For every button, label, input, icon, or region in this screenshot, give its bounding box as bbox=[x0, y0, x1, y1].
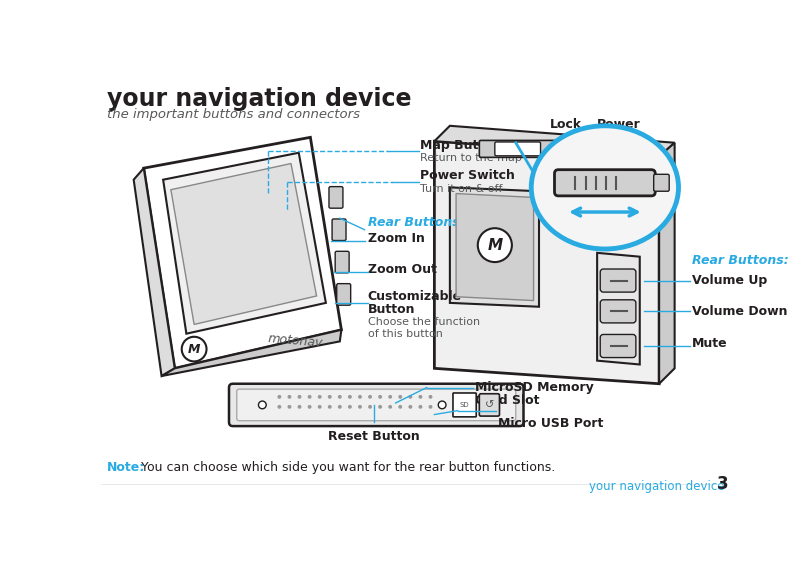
Circle shape bbox=[338, 395, 341, 399]
Circle shape bbox=[338, 405, 341, 409]
Circle shape bbox=[348, 405, 352, 409]
FancyBboxPatch shape bbox=[554, 170, 655, 196]
Text: Zoom In: Zoom In bbox=[368, 232, 425, 246]
Circle shape bbox=[307, 405, 311, 409]
Text: You can choose which side you want for the rear button functions.: You can choose which side you want for t… bbox=[137, 461, 555, 474]
Circle shape bbox=[277, 405, 282, 409]
Text: Button: Button bbox=[368, 303, 415, 316]
Circle shape bbox=[368, 405, 372, 409]
Circle shape bbox=[328, 405, 332, 409]
Circle shape bbox=[328, 395, 332, 399]
Circle shape bbox=[429, 405, 433, 409]
Text: your navigation device: your navigation device bbox=[108, 87, 412, 111]
Polygon shape bbox=[133, 168, 175, 376]
Polygon shape bbox=[163, 153, 326, 334]
Polygon shape bbox=[597, 253, 640, 365]
FancyBboxPatch shape bbox=[453, 393, 477, 417]
Text: Map Button: Map Button bbox=[421, 138, 502, 151]
FancyBboxPatch shape bbox=[600, 300, 636, 323]
FancyBboxPatch shape bbox=[600, 335, 636, 358]
FancyBboxPatch shape bbox=[329, 187, 343, 208]
FancyBboxPatch shape bbox=[229, 384, 523, 426]
Text: of this button: of this button bbox=[368, 329, 443, 338]
Circle shape bbox=[409, 395, 413, 399]
Text: MicroSD Memory: MicroSD Memory bbox=[475, 381, 594, 394]
Circle shape bbox=[398, 395, 402, 399]
Text: M: M bbox=[487, 238, 502, 253]
Circle shape bbox=[298, 405, 302, 409]
Circle shape bbox=[478, 228, 512, 262]
Text: Choose the function: Choose the function bbox=[368, 317, 480, 327]
Circle shape bbox=[388, 405, 392, 409]
FancyBboxPatch shape bbox=[479, 393, 499, 416]
Text: Note:: Note: bbox=[108, 461, 146, 474]
Circle shape bbox=[378, 395, 382, 399]
Circle shape bbox=[258, 401, 266, 409]
FancyBboxPatch shape bbox=[332, 219, 346, 240]
Ellipse shape bbox=[532, 126, 679, 249]
FancyBboxPatch shape bbox=[495, 142, 540, 156]
Polygon shape bbox=[450, 187, 539, 307]
Circle shape bbox=[429, 395, 433, 399]
Bar bbox=[566, 145, 582, 156]
Circle shape bbox=[348, 395, 352, 399]
Text: Volume Down: Volume Down bbox=[692, 305, 787, 318]
Circle shape bbox=[298, 395, 302, 399]
Circle shape bbox=[388, 395, 392, 399]
Circle shape bbox=[287, 395, 291, 399]
Polygon shape bbox=[162, 330, 341, 376]
Text: Reset Button: Reset Button bbox=[328, 430, 420, 443]
Text: your navigation device: your navigation device bbox=[590, 480, 725, 493]
Text: Zoom Out: Zoom Out bbox=[368, 263, 437, 276]
Circle shape bbox=[438, 401, 446, 409]
Text: Micro USB Port: Micro USB Port bbox=[498, 417, 604, 430]
Polygon shape bbox=[456, 193, 534, 301]
Text: Rear Buttons:: Rear Buttons: bbox=[368, 215, 464, 229]
Text: Mute: Mute bbox=[692, 337, 727, 350]
Circle shape bbox=[307, 395, 311, 399]
Text: Lock: Lock bbox=[550, 118, 582, 131]
Circle shape bbox=[358, 405, 362, 409]
Polygon shape bbox=[659, 143, 675, 384]
Text: Power Switch: Power Switch bbox=[421, 170, 515, 183]
Polygon shape bbox=[434, 141, 659, 384]
Text: 3: 3 bbox=[718, 475, 729, 493]
Circle shape bbox=[418, 405, 422, 409]
Text: Volume Up: Volume Up bbox=[692, 274, 767, 287]
Text: motonav: motonav bbox=[268, 332, 324, 350]
FancyBboxPatch shape bbox=[335, 251, 349, 273]
Circle shape bbox=[277, 395, 282, 399]
Polygon shape bbox=[144, 137, 341, 369]
Circle shape bbox=[358, 395, 362, 399]
FancyBboxPatch shape bbox=[479, 141, 560, 158]
Circle shape bbox=[287, 405, 291, 409]
Text: Rear Buttons:: Rear Buttons: bbox=[692, 254, 789, 267]
Text: M: M bbox=[188, 344, 201, 357]
Text: Power: Power bbox=[597, 118, 641, 131]
Text: Turn it on & off: Turn it on & off bbox=[421, 184, 503, 194]
FancyBboxPatch shape bbox=[600, 269, 636, 292]
FancyBboxPatch shape bbox=[337, 284, 350, 305]
Circle shape bbox=[318, 395, 322, 399]
Text: Customizable: Customizable bbox=[368, 290, 462, 303]
Circle shape bbox=[182, 337, 206, 361]
Circle shape bbox=[368, 395, 372, 399]
Polygon shape bbox=[171, 163, 316, 324]
Polygon shape bbox=[434, 126, 675, 156]
Text: Card Slot: Card Slot bbox=[475, 394, 539, 407]
Text: Return to the map: Return to the map bbox=[421, 153, 523, 163]
Text: the important buttons and connectors: the important buttons and connectors bbox=[108, 108, 360, 121]
FancyBboxPatch shape bbox=[237, 389, 516, 421]
Circle shape bbox=[409, 405, 413, 409]
Circle shape bbox=[318, 405, 322, 409]
Circle shape bbox=[418, 395, 422, 399]
Circle shape bbox=[378, 405, 382, 409]
Text: SD: SD bbox=[460, 402, 469, 408]
Text: ↺: ↺ bbox=[485, 400, 494, 410]
FancyBboxPatch shape bbox=[654, 174, 669, 191]
Circle shape bbox=[398, 405, 402, 409]
